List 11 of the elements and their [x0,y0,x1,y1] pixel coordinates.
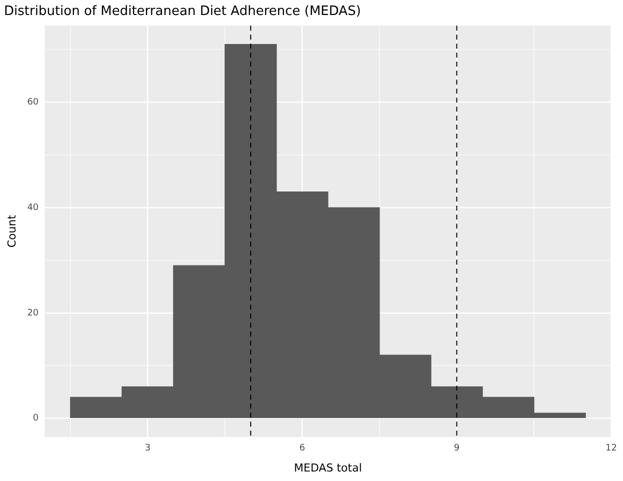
x-axis-title: MEDAS total [294,461,362,474]
y-tick-label: 20 [27,308,39,318]
x-tick-label: 9 [454,444,460,454]
y-tick-label: 60 [27,98,39,108]
chart-title: Distribution of Mediterranean Diet Adherence (MEDAS) [4,4,361,20]
y-axis-title: Count [5,214,18,248]
x-tick-label: 3 [144,444,151,454]
y-tick-label: 0 [32,414,39,424]
x-tick-label: 12 [606,444,617,454]
x-tick-label: 6 [299,444,306,454]
y-tick-label: 40 [27,202,39,213]
